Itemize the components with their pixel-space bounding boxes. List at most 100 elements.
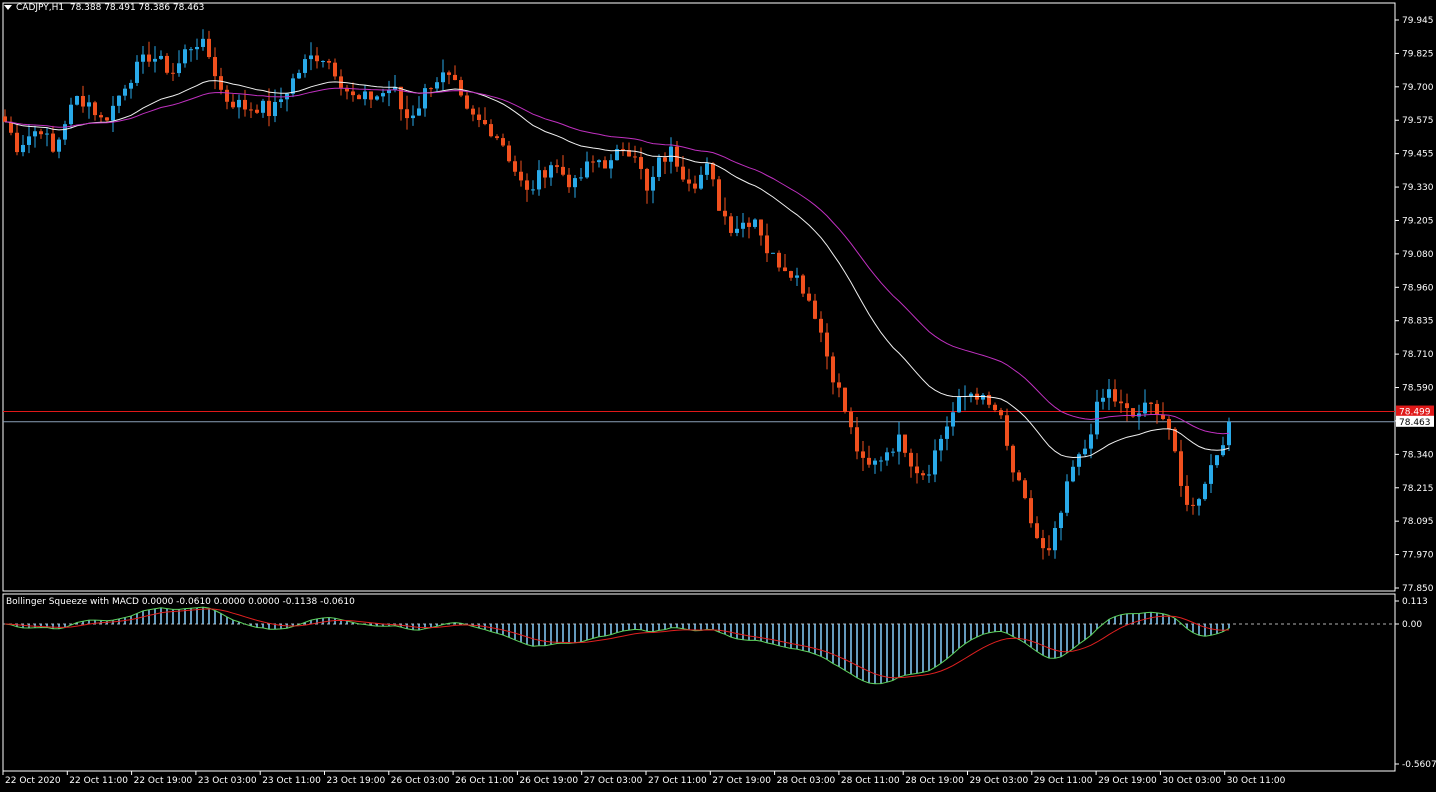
bull-candle xyxy=(609,160,613,169)
bull-candle xyxy=(303,59,307,73)
bull-candle xyxy=(411,115,415,119)
price-pane-frame xyxy=(2,2,1396,592)
bear-candle xyxy=(1029,498,1033,524)
bear-candle xyxy=(921,473,925,476)
bull-candle xyxy=(1203,483,1207,500)
bull-candle xyxy=(273,101,277,117)
price-tick-label: 78.095 xyxy=(1402,517,1434,527)
bear-candle xyxy=(987,394,991,405)
price-tick-label: 79.575 xyxy=(1402,116,1434,126)
bear-candle xyxy=(147,54,151,62)
bear-candle xyxy=(459,80,463,96)
bear-candle xyxy=(471,108,475,115)
bear-candle xyxy=(327,60,331,63)
price-tick-label: 79.080 xyxy=(1402,250,1434,260)
bull-candle xyxy=(1101,397,1105,402)
time-tick-label: 29 Oct 11:00 xyxy=(1034,776,1093,786)
bull-candle xyxy=(951,412,955,427)
bull-candle xyxy=(897,434,901,452)
bear-candle xyxy=(639,157,643,169)
bear-candle xyxy=(81,95,85,107)
bear-candle xyxy=(813,300,817,319)
bull-candle xyxy=(891,451,895,453)
bear-candle xyxy=(99,115,103,118)
bull-candle xyxy=(771,252,775,254)
price-tick-label: 77.850 xyxy=(1402,584,1434,594)
bear-candle xyxy=(399,86,403,110)
current-price-tag xyxy=(1396,415,1434,427)
bull-candle xyxy=(1089,434,1093,449)
bull-candle xyxy=(969,393,973,397)
bear-candle xyxy=(837,382,841,388)
bear-candle xyxy=(93,102,97,116)
bear-candle xyxy=(1161,414,1165,419)
bear-candle xyxy=(1017,472,1021,481)
price-tick-label: 79.945 xyxy=(1402,16,1434,26)
bear-candle xyxy=(315,55,319,62)
bear-candle xyxy=(369,91,373,100)
bear-candle xyxy=(789,271,793,278)
bull-candle xyxy=(57,139,61,152)
time-tick-label: 23 Oct 19:00 xyxy=(327,776,386,786)
price-tick-label: 77.970 xyxy=(1402,551,1434,561)
bear-candle xyxy=(1167,418,1171,429)
time-tick-label: 22 Oct 2020 xyxy=(5,776,61,786)
dropdown-triangle-icon[interactable] xyxy=(4,5,12,10)
bull-candle xyxy=(291,78,295,94)
bear-candle xyxy=(825,332,829,357)
bull-candle xyxy=(381,93,385,97)
chart-title: CADJPY,H1 78.388 78.491 78.386 78.463 xyxy=(4,3,204,13)
indicator-tick-label: 0.113 xyxy=(1402,597,1428,607)
bear-candle xyxy=(807,293,811,301)
bear-candle xyxy=(903,434,907,453)
bear-candle xyxy=(843,387,847,412)
bear-candle xyxy=(1125,403,1129,409)
bull-candle xyxy=(939,438,943,451)
bull-candle xyxy=(363,91,367,100)
bull-candle xyxy=(873,460,877,465)
bull-candle xyxy=(1143,402,1147,414)
ohlc-values: 78.388 78.491 78.386 78.463 xyxy=(69,3,205,13)
bear-candle xyxy=(219,76,223,90)
time-tick-label: 28 Oct 03:00 xyxy=(777,776,836,786)
bear-candle xyxy=(1119,401,1123,404)
price-tick-label: 78.960 xyxy=(1402,283,1434,293)
bull-candle xyxy=(123,88,127,96)
indicator-pane-frame xyxy=(2,593,1396,772)
bull-candle xyxy=(753,219,757,227)
bull-candle xyxy=(183,49,187,64)
time-tick-label: 27 Oct 03:00 xyxy=(584,776,643,786)
bear-candle xyxy=(759,219,763,236)
bear-candle xyxy=(501,138,505,146)
bear-candle xyxy=(453,74,457,81)
bear-candle xyxy=(267,100,271,117)
bull-candle xyxy=(549,165,553,178)
bull-candle xyxy=(537,170,541,190)
bull-candle xyxy=(321,60,325,62)
indicator-tick-label: -0.5607 xyxy=(1402,760,1436,770)
indicator-tick-label: 0.00 xyxy=(1402,620,1422,630)
bear-candle xyxy=(1191,504,1195,506)
bear-candle xyxy=(1011,445,1015,473)
bear-candle xyxy=(525,180,529,190)
bull-candle xyxy=(1095,401,1099,435)
ma-magenta-line xyxy=(4,87,1230,435)
time-tick-label: 23 Oct 11:00 xyxy=(262,776,321,786)
bear-candle xyxy=(915,466,919,474)
bull-candle xyxy=(1077,454,1081,467)
bull-candle xyxy=(981,394,985,400)
macd-line xyxy=(4,606,1230,685)
bear-candle xyxy=(849,411,853,428)
bear-candle xyxy=(1035,523,1039,539)
bull-candle xyxy=(879,460,883,462)
time-tick-label: 29 Oct 19:00 xyxy=(1098,776,1157,786)
time-tick-label: 26 Oct 19:00 xyxy=(519,776,578,786)
bear-candle xyxy=(1113,389,1117,402)
bear-candle xyxy=(405,109,409,119)
bull-candle xyxy=(129,82,133,89)
bull-candle xyxy=(159,55,163,59)
bear-candle xyxy=(15,132,19,153)
bear-candle xyxy=(9,121,13,133)
indicator-pane xyxy=(3,606,1395,685)
